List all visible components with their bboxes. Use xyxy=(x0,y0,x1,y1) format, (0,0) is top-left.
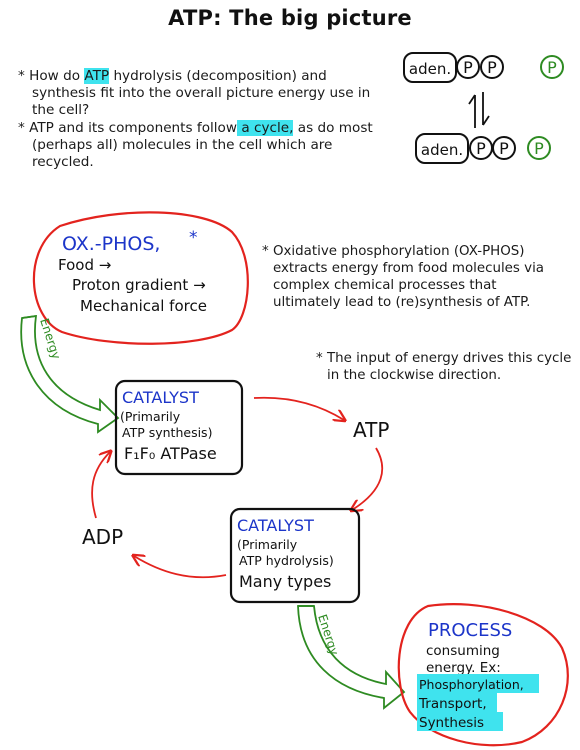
adenosine-label-top: aden. xyxy=(409,60,451,78)
intro-bullet-1-highlight: ATP xyxy=(84,68,110,84)
intro-bullet-2: * ATP and its components follow a cycle,… xyxy=(18,120,373,170)
energy-label-output: Energy xyxy=(315,613,341,657)
oxphos-title: OX.-PHOS, xyxy=(62,233,160,255)
oxphos-asterisk: * xyxy=(189,228,198,248)
adenosine-label-bottom: aden. xyxy=(421,141,463,159)
phosphate-label-top-2: P xyxy=(487,58,497,77)
catalyst-hydrolysis-box: CATALYST (Primarily ATP hydrolysis) Many… xyxy=(229,507,361,604)
catalyst-hydrolysis-title: CATALYST xyxy=(237,516,314,535)
cycle-arrow-to-adp xyxy=(134,556,227,579)
intro-bullets: * How do ATP hydrolysis (decomposition) … xyxy=(18,68,388,172)
oxphos-oval: OX.-PHOS, * Food → Proton gradient → Mec… xyxy=(32,211,249,345)
process-example-synthesis: Synthesis xyxy=(419,715,484,731)
catalyst-synthesis-line-2: ATP synthesis) xyxy=(122,425,212,440)
phosphate-circle-bottom-3 xyxy=(527,136,551,160)
phosphate-circle-top-2 xyxy=(480,55,504,79)
phosphate-label-top-1: P xyxy=(463,58,473,77)
adenosine-box-top xyxy=(403,52,457,83)
oxphos-line-mechanical-force: Mechanical force xyxy=(80,297,207,315)
phosphate-label-bottom-1: P xyxy=(476,139,486,158)
phosphate-label-bottom-3: P xyxy=(534,139,544,158)
catalyst-synthesis-line-1: (Primarily xyxy=(120,409,181,424)
atp-label: ATP xyxy=(353,418,389,442)
process-example-phosphorylation: Phosphorylation, xyxy=(419,677,524,692)
process-example-transport: Transport, xyxy=(418,696,487,712)
catalyst-hydrolysis-line-3: Many types xyxy=(239,572,331,591)
phosphate-circle-bottom-2 xyxy=(492,136,516,160)
process-title: PROCESS xyxy=(428,620,512,641)
cycle-arrow-to-atp xyxy=(253,396,344,420)
intro-bullet-2-text-b: as do most (perhaps all) molecules in th… xyxy=(32,120,373,170)
intro-bullet-1-text-a: How do xyxy=(29,68,85,84)
phosphate-circle-top-1 xyxy=(456,55,480,79)
cycle-arrow-to-synthesis xyxy=(91,452,110,519)
clockwise-note: * The input of energy drives this cycle … xyxy=(316,351,572,383)
intro-bullet-2-text-a: ATP and its components follow xyxy=(29,120,237,136)
page-title: ATP: The big picture xyxy=(168,6,412,30)
catalyst-synthesis-title: CATALYST xyxy=(122,388,199,407)
phosphate-label-bottom-2: P xyxy=(499,139,509,158)
intro-bullet-1-text-b: hydrolysis (decomposition) and synthesis… xyxy=(32,68,371,118)
free-phosphate-circle xyxy=(540,55,564,79)
atp-molecule-sketch: aden. P P P aden. P P P xyxy=(403,52,564,164)
process-example-highlight-3 xyxy=(417,712,503,731)
process-example-highlight-1 xyxy=(417,674,539,693)
oxphos-note: * Oxidative phosphorylation (OX-PHOS) ex… xyxy=(262,244,545,310)
clockwise-note-text: The input of energy drives this cycle in… xyxy=(326,351,572,383)
catalyst-synthesis-box: CATALYST (Primarily ATP synthesis) F₁F₀ … xyxy=(114,379,244,476)
process-line-2: energy. Ex: xyxy=(426,660,501,676)
intro-bullet-2-highlight: a cycle, xyxy=(237,120,294,136)
process-line-1: consuming xyxy=(426,643,500,659)
intro-bullet-1: * How do ATP hydrolysis (decomposition) … xyxy=(18,68,371,118)
catalyst-hydrolysis-line-2: ATP hydrolysis) xyxy=(239,553,334,568)
energy-arrow-output: Energy xyxy=(297,605,406,710)
oxphos-line-food: Food → xyxy=(58,256,111,274)
catalyst-hydrolysis-line-1: (Primarily xyxy=(237,537,298,552)
equilibrium-arrow-down xyxy=(482,92,490,126)
equilibrium-arrow-up xyxy=(468,94,476,128)
catalyst-synthesis-line-3: F₁F₀ ATPase xyxy=(124,444,217,463)
energy-label-input: Energy xyxy=(37,317,63,361)
process-oval: PROCESS consuming energy. Ex: Phosphoryl… xyxy=(397,603,569,747)
adenosine-box-bottom xyxy=(415,133,469,164)
oxphos-note-text: Oxidative phosphorylation (OX-PHOS) extr… xyxy=(272,244,545,310)
process-example-highlight-2 xyxy=(417,693,497,712)
free-phosphate-label: P xyxy=(547,58,557,77)
adp-label: ADP xyxy=(82,525,123,549)
oxphos-line-proton-gradient: Proton gradient → xyxy=(72,276,206,294)
cycle-arrow-to-hydrolysis xyxy=(352,447,384,510)
